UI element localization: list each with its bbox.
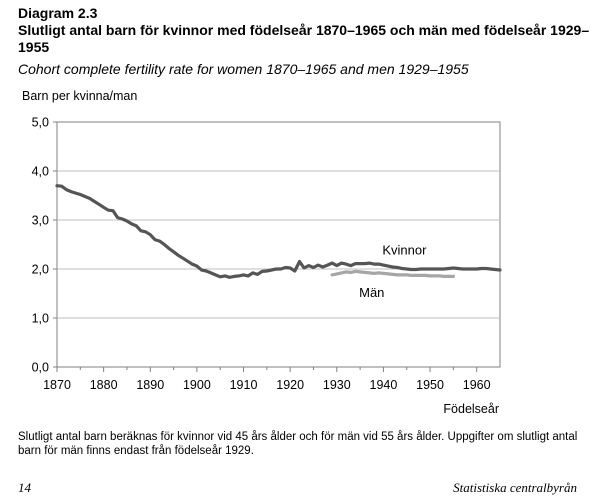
publisher-name: Statistiska centralbyrån: [453, 480, 577, 495]
y-tick-label: 4,0: [32, 165, 49, 179]
x-axis-label: Födelseår: [443, 402, 499, 416]
y-tick-label: 0,0: [32, 361, 49, 375]
x-tick-label: 1900: [183, 378, 211, 392]
series-line-kvinnor: [55, 184, 502, 279]
series-label-kvinnor: Kvinnor: [382, 242, 427, 257]
x-tick-label: 1930: [323, 378, 351, 392]
x-tick-label: 1880: [90, 378, 118, 392]
series-line-man: [330, 269, 455, 278]
x-tick-label: 1940: [370, 378, 398, 392]
x-tick-label: 1870: [43, 378, 71, 392]
chart-subtitle: Cohort complete fertility rate for women…: [18, 61, 469, 77]
x-tick-label: 1960: [463, 378, 491, 392]
y-tick-label: 3,0: [32, 214, 49, 228]
y-tick-label: 1,0: [32, 312, 49, 326]
x-tick-label: 1910: [230, 378, 258, 392]
chart-title: Slutligt antal barn för kvinnor med föde…: [18, 22, 590, 55]
y-tick-label: 2,0: [32, 263, 49, 277]
page-number: 14: [18, 480, 31, 495]
plot-area-frame: [56, 121, 501, 368]
x-tick-label: 1890: [136, 378, 164, 392]
diagram-label: Diagram 2.3: [18, 5, 98, 21]
series-label-man: Män: [359, 285, 384, 300]
x-tick-label: 1950: [416, 378, 444, 392]
y-tick-label: 5,0: [32, 116, 49, 130]
footnote: Slutligt antal barn beräknas för kvinnor…: [18, 431, 578, 457]
x-tick-label: 1920: [276, 378, 304, 392]
y-axis-label: Barn per kvinna/man: [22, 89, 138, 103]
